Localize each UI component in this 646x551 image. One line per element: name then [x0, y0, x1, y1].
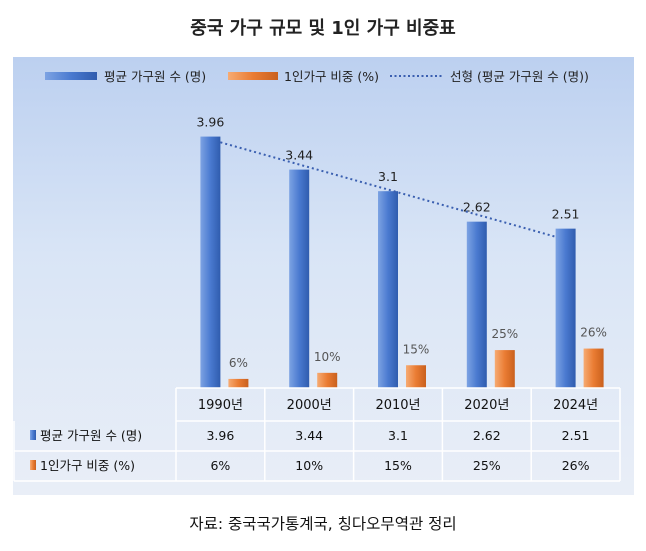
table-row-label-single-household: 1인가구 비중 (%)	[40, 458, 135, 473]
table-cell-avg-household: 3.96	[206, 428, 234, 443]
table-cell-single-household: 15%	[384, 458, 412, 473]
table-cell-avg-household: 3.1	[388, 428, 408, 443]
table-category-label: 2000년	[287, 398, 332, 413]
legend-label-avg-household: 평균 가구원 수 (명)	[104, 69, 206, 84]
table-cell-avg-household: 3.44	[295, 428, 323, 443]
chart-title: 중국 가구 규모 및 1인 가구 비중표	[190, 18, 456, 39]
bar-single-household	[583, 348, 604, 388]
bar-avg-household	[289, 169, 310, 388]
bar-avg-household	[378, 191, 398, 388]
bar-single-household	[317, 372, 338, 388]
bar-avg-household	[200, 136, 221, 388]
table-cell-single-household: 6%	[210, 458, 230, 473]
bar-single-household	[494, 350, 515, 388]
data-label-single-household: 15%	[403, 342, 430, 356]
data-label-avg-household: 2.51	[552, 207, 580, 222]
bar-avg-household	[466, 221, 487, 388]
table-category-label: 2024년	[553, 398, 598, 413]
table-cell-single-household: 26%	[562, 458, 590, 473]
legend-swatch-single-household	[228, 72, 278, 80]
data-label-avg-household: 2.62	[463, 200, 491, 215]
data-label-single-household: 6%	[229, 356, 248, 370]
data-label-single-household: 25%	[491, 327, 518, 341]
table-row-label-avg-household: 평균 가구원 수 (명)	[40, 428, 142, 443]
table-cell-single-household: 25%	[473, 458, 501, 473]
table-category-label: 2010년	[375, 398, 420, 413]
table-swatch-single-household	[30, 460, 36, 470]
legend-label-single-household: 1인가구 비중 (%)	[284, 69, 379, 84]
table-swatch-avg-household	[30, 430, 36, 440]
data-label-single-household: 26%	[580, 326, 607, 340]
data-label-single-household: 10%	[314, 350, 341, 364]
trendline-avg-household	[220, 141, 556, 238]
legend-swatch-avg-household	[45, 72, 97, 80]
bar-single-household	[228, 378, 249, 388]
bar-avg-household	[555, 228, 576, 388]
table-category-label: 1990년	[198, 398, 243, 413]
data-label-avg-household: 3.44	[285, 148, 313, 163]
legend-label-trendline: 선형 (평균 가구원 수 (명))	[450, 69, 589, 84]
data-label-avg-household: 3.1	[378, 169, 398, 184]
source-note: 자료: 중국국가통계국, 칭다오무역관 정리	[189, 515, 457, 533]
table-cell-avg-household: 2.62	[473, 428, 501, 443]
table-category-label: 2020년	[464, 398, 509, 413]
data-label-avg-household: 3.96	[196, 115, 224, 130]
bar-single-household	[406, 365, 426, 388]
table-cell-avg-household: 2.51	[562, 428, 590, 443]
chart-svg: 평균 가구원 수 (명) 1인가구 비중 (%) 선형 (평균 가구원 수 (명))…	[30, 69, 607, 473]
table-cell-single-household: 10%	[295, 458, 323, 473]
